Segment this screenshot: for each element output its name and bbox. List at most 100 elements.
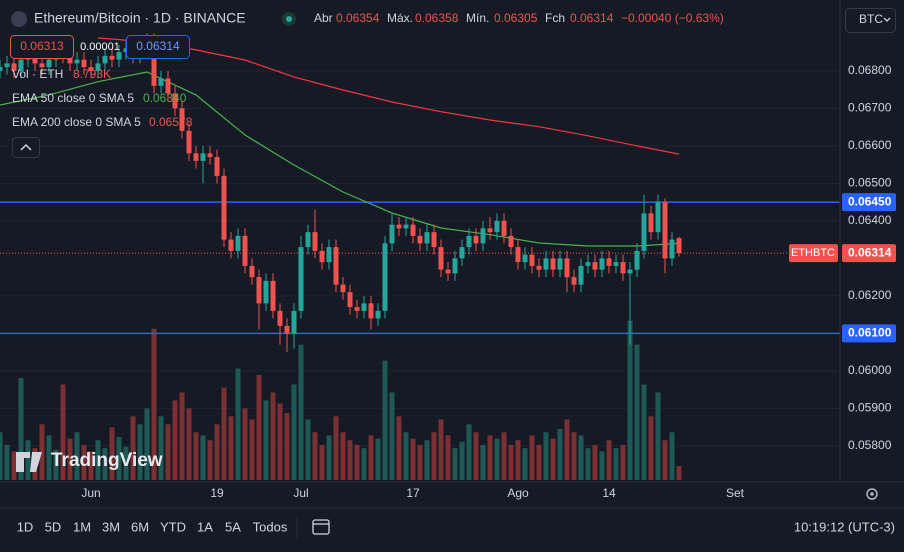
settings-icon[interactable] (866, 488, 878, 500)
price-axis: 0.06800 0.06700 0.06600 0.06500 0.06400 0.062… (81, 63, 896, 500)
candle-body (305, 232, 311, 248)
candle-body (249, 265, 255, 278)
volume-bar (634, 344, 640, 480)
volume-bar (452, 448, 458, 480)
candle-body (284, 325, 290, 334)
candle-body (179, 108, 185, 131)
candle-body (445, 269, 451, 274)
volume-bar (627, 320, 633, 480)
volume-bar (375, 438, 381, 480)
chart-title: Ethereum/Bitcoin · 1D · BINANCE (34, 10, 246, 26)
candle-body (669, 239, 675, 259)
legend-label: EMA 200 close 0 SMA 5 (12, 115, 141, 129)
volume-bar (4, 444, 10, 480)
range-button[interactable]: 6M (131, 519, 149, 534)
bid-price[interactable]: 0.06313 (20, 39, 64, 53)
volume-bar (606, 440, 612, 480)
volume-bar (60, 384, 66, 480)
volume-bar (256, 374, 262, 480)
volume-bar (207, 440, 213, 480)
collapse-button[interactable] (12, 137, 40, 158)
candle-body (67, 55, 73, 64)
volume-bar (340, 432, 346, 480)
volume-bar (487, 435, 493, 480)
volume-bar (242, 408, 248, 480)
candle-body (172, 93, 178, 109)
candle-body (536, 265, 542, 270)
candle-body (529, 254, 535, 266)
range-button[interactable]: 5A (225, 519, 241, 534)
range-button[interactable]: 1D (17, 519, 34, 534)
sell-button[interactable] (10, 35, 74, 59)
volume-bar (403, 432, 409, 480)
volume-bar (95, 440, 101, 480)
candle-body (592, 262, 598, 270)
volume-bar (193, 432, 199, 480)
currency-button[interactable] (845, 8, 896, 33)
candle-body (655, 202, 661, 233)
volume-bar (494, 438, 500, 480)
volume-bar (613, 448, 619, 480)
price-label-box (842, 244, 896, 263)
volume-bar (116, 437, 122, 480)
dropdown-icon (883, 17, 891, 22)
candle-body (11, 63, 17, 71)
volume-bar (466, 424, 472, 480)
volume-bar (312, 432, 318, 480)
volume-bar (277, 403, 283, 480)
candle-body (242, 235, 248, 266)
candle-body (102, 55, 108, 64)
volume-bar (263, 400, 269, 480)
volume-bar (179, 392, 185, 480)
volume-bar (354, 444, 360, 480)
range-button[interactable]: YTD (160, 519, 186, 534)
candle-body (459, 247, 465, 259)
range-button[interactable]: 5D (45, 519, 62, 534)
range-button[interactable]: 1M (73, 519, 91, 534)
candle-body (466, 235, 472, 248)
candle-body (368, 303, 374, 319)
volume-bar (200, 435, 206, 480)
candle-body (151, 40, 157, 86)
currency-label[interactable]: BTC (859, 12, 883, 26)
ohlc-label: Fch (545, 11, 565, 25)
volume-bar (18, 378, 24, 480)
toolbar: 10:19:12 (UTC-3) 1D 5D 1M 3M 6M YTD 1A 5A Todos (17, 518, 895, 538)
candle-body (277, 310, 283, 326)
range-button[interactable]: 3M (102, 519, 120, 534)
y-tick-label: 0.06800 (848, 63, 892, 77)
volume-bar (571, 432, 577, 480)
ask-price[interactable]: 0.06314 (136, 39, 180, 53)
ohlc-value: 0.06305 (494, 11, 538, 25)
spread: 0.00001 (80, 41, 120, 53)
legend-value: 0.06578 (149, 115, 193, 129)
range-button[interactable]: 1A (197, 519, 213, 534)
volume-bar (291, 384, 297, 480)
candle-body (550, 258, 556, 270)
ohlc-label: Mín. (466, 11, 489, 25)
volume-bar (109, 427, 115, 480)
y-tick-label: 0.06700 (848, 101, 892, 115)
volume-bar (438, 419, 444, 480)
watermark-logo (16, 452, 42, 472)
x-tick-label: Ago (507, 486, 529, 500)
candle-body (599, 258, 605, 270)
candle-body (515, 247, 521, 263)
status-dot (286, 16, 292, 22)
candle-body (18, 59, 24, 71)
volume-bar (424, 440, 430, 480)
volume-bar (151, 328, 157, 480)
candle-body (620, 262, 626, 274)
candle-body (389, 224, 395, 244)
legend-overlay: Ethereum/Bitcoin · 1D · BINANCE Abr 0.06… (10, 8, 896, 500)
candle-body (109, 55, 115, 60)
volume-bar (564, 419, 570, 480)
date-range-icon[interactable] (312, 519, 330, 535)
buy-button[interactable] (126, 35, 190, 59)
candle-body (487, 228, 493, 233)
symbol-label: ETHBTC (791, 247, 835, 259)
volume-bar (445, 435, 451, 480)
range-button[interactable]: Todos (253, 519, 288, 534)
candle-body (473, 235, 479, 244)
candle-body (326, 247, 332, 263)
